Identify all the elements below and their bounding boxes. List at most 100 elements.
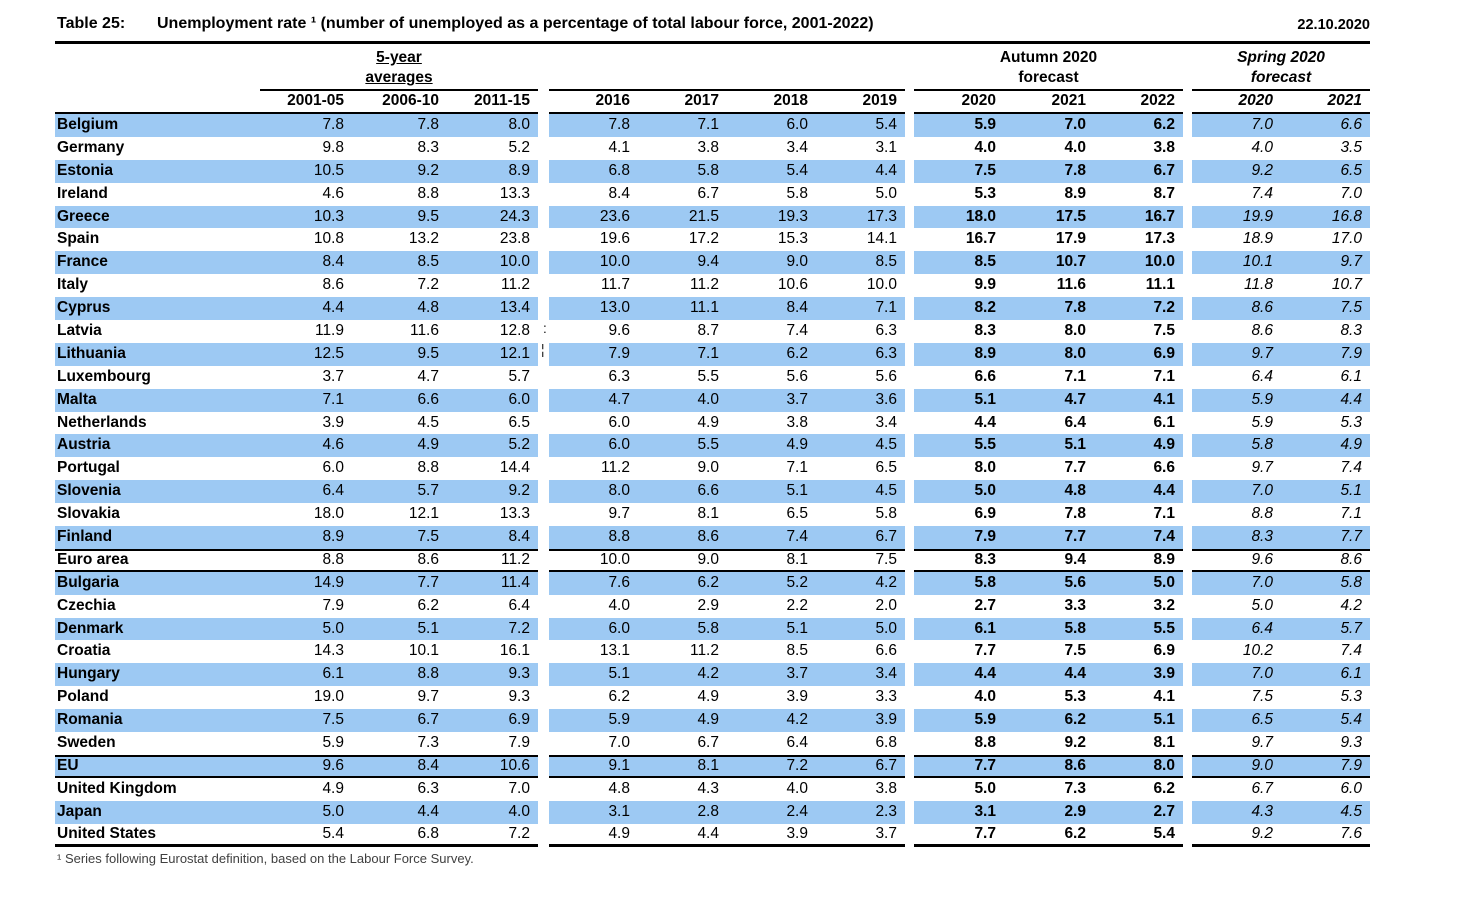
value-cell: 7.2: [417, 276, 439, 294]
column-gap: [1183, 618, 1192, 641]
table-row: Euro area 8.8 8.6 11.2 10.0 9.0 8.1 7.5 8.3 9.4 8.…: [55, 548, 1370, 572]
value-cell: 4.9: [322, 779, 344, 797]
forecast-spring-cell: 7.6: [1281, 824, 1370, 847]
value-cell: 12.5: [260, 342, 352, 366]
forecast-autumn-cell: 6.6: [974, 367, 996, 385]
value-cell: 6.8: [875, 734, 897, 752]
value-cell: 9.6: [260, 754, 352, 778]
value-cell: 13.3: [499, 184, 530, 202]
table-row: Denmark 5.0 5.1 7.2 6.0 5.8 5.1 5.0 6.1 5.8 5.5 6.4…: [55, 617, 1370, 641]
value-cell: 5.2: [447, 434, 538, 458]
value-cell: 10.0: [866, 276, 897, 294]
value-cell: 9.7: [417, 688, 439, 706]
forecast-spring-cell: 4.2: [1340, 596, 1362, 614]
forecast-spring-cell: 3.5: [1340, 138, 1362, 156]
column-gap: [1183, 732, 1192, 755]
value-cell: 12.1: [447, 342, 538, 366]
value-cell: 4.1: [608, 138, 630, 156]
forecast-spring-cell: 7.0: [1192, 480, 1281, 504]
year-header: 2016: [549, 91, 638, 114]
forecast-spring-cell: 5.3: [1340, 413, 1362, 431]
forecast-autumn-cell: 4.1: [1094, 388, 1183, 412]
report-date: 22.10.2020: [1297, 17, 1370, 33]
column-gap: [1183, 755, 1192, 778]
value-cell: 6.7: [816, 754, 905, 778]
value-cell: 3.8: [786, 413, 808, 431]
country-label: Estonia: [55, 159, 260, 183]
column-gap: [905, 274, 914, 297]
value-cell: 8.4: [727, 297, 816, 321]
value-cell: 13.2: [408, 230, 439, 248]
value-cell: 3.7: [816, 824, 905, 847]
value-cell: 6.6: [875, 642, 897, 660]
forecast-autumn-cell: 9.2: [1064, 734, 1086, 752]
column-gap: [905, 732, 914, 755]
value-cell: 5.7: [508, 367, 530, 385]
value-cell: 4.9: [352, 434, 447, 458]
column-gap: [905, 526, 914, 549]
forecast-autumn-cell: 7.3: [1064, 779, 1086, 797]
forecast-autumn-cell: 8.0: [1064, 322, 1086, 340]
column-gap: [905, 595, 914, 618]
value-cell: 11.2: [689, 642, 719, 660]
column-gap: [1183, 160, 1192, 183]
forecast-autumn-cell: 7.7: [914, 754, 1004, 778]
forecast-autumn-cell: 8.0: [1004, 342, 1094, 366]
value-cell: 3.1: [875, 138, 897, 156]
forecast-autumn-cell: 8.0: [974, 459, 996, 477]
value-cell: 9.2: [352, 159, 447, 183]
value-cell: 6.8: [352, 824, 447, 847]
forecast-autumn-cell: 2.7: [974, 596, 996, 614]
forecast-autumn-cell: 4.0: [1064, 138, 1086, 156]
forecast-autumn-cell: 6.1: [914, 617, 1004, 641]
column-gap: [905, 824, 914, 847]
column-gap: [1183, 595, 1192, 618]
table-row: France 8.4 8.5 10.0 10.0 9.4 9.0 8.5 8.5 10.7 10.0…: [55, 251, 1370, 275]
value-cell: 6.7: [816, 526, 905, 549]
value-cell: 6.7: [352, 709, 447, 733]
year-header-spring: 2020: [1192, 91, 1281, 114]
country-label: Spain: [57, 230, 100, 248]
value-cell: 5.4: [727, 159, 816, 183]
value-cell: 7.2: [727, 754, 816, 778]
value-cell: 14.4: [499, 459, 530, 477]
column-gap: [1183, 183, 1192, 206]
group-5year-line2: averages: [365, 69, 433, 86]
table-row: Japan 5.0 4.4 4.0 3.1 2.8 2.4 2.3 3.1 2.9 2.7 4.3 4.…: [55, 800, 1370, 824]
value-cell: 7.5: [816, 548, 905, 572]
forecast-autumn-cell: 5.9: [914, 114, 1004, 137]
table-row: Austria 4.6 4.9 5.2 6.0 5.5 4.9 4.5 5.5 5.1 4.9 5.8…: [55, 434, 1370, 458]
value-cell: 8.4: [447, 526, 538, 549]
forecast-spring-cell: 6.1: [1281, 663, 1370, 687]
value-cell: 13.1: [599, 642, 630, 660]
value-cell: 8.8: [417, 184, 439, 202]
forecast-spring-cell: 9.2: [1192, 159, 1281, 183]
forecast-autumn-cell: 17.9: [1055, 230, 1086, 248]
value-cell: 5.0: [260, 800, 352, 824]
country-label: Belgium: [55, 114, 260, 137]
table-row: Portugal 6.0 8.8 14.4 11.2 9.0 7.1 6.5 8.0 7.7 6.6…: [55, 457, 1370, 480]
value-cell: 8.6: [352, 548, 447, 572]
value-cell: 6.6: [352, 388, 447, 412]
country-label: Austria: [55, 434, 260, 458]
value-cell: 3.4: [816, 663, 905, 687]
value-cell: 2.4: [727, 800, 816, 824]
forecast-autumn-cell: 8.9: [914, 342, 1004, 366]
forecast-spring-cell: 7.0: [1192, 571, 1281, 595]
country-label: Finland: [55, 526, 260, 549]
forecast-autumn-cell: 5.6: [1004, 571, 1094, 595]
forecast-autumn-cell: 7.5: [914, 159, 1004, 183]
value-cell: 9.3: [447, 663, 538, 687]
country-label: Croatia: [57, 642, 111, 660]
value-cell: 6.8: [549, 159, 638, 183]
table-row: Germany 9.8 8.3 5.2 4.1 3.8 3.4 3.1 4.0 4.0 3.8 4.0…: [55, 137, 1370, 160]
forecast-autumn-cell: 6.7: [1094, 159, 1183, 183]
country-label: Malta: [55, 388, 260, 412]
forecast-spring-cell: 4.5: [1281, 800, 1370, 824]
column-gap: [538, 801, 549, 824]
value-cell: 13.4: [447, 297, 538, 321]
value-cell: 7.0: [608, 734, 630, 752]
column-gap: [1183, 251, 1192, 274]
column-gap: [905, 778, 914, 801]
forecast-spring-cell: 6.4: [1192, 617, 1281, 641]
